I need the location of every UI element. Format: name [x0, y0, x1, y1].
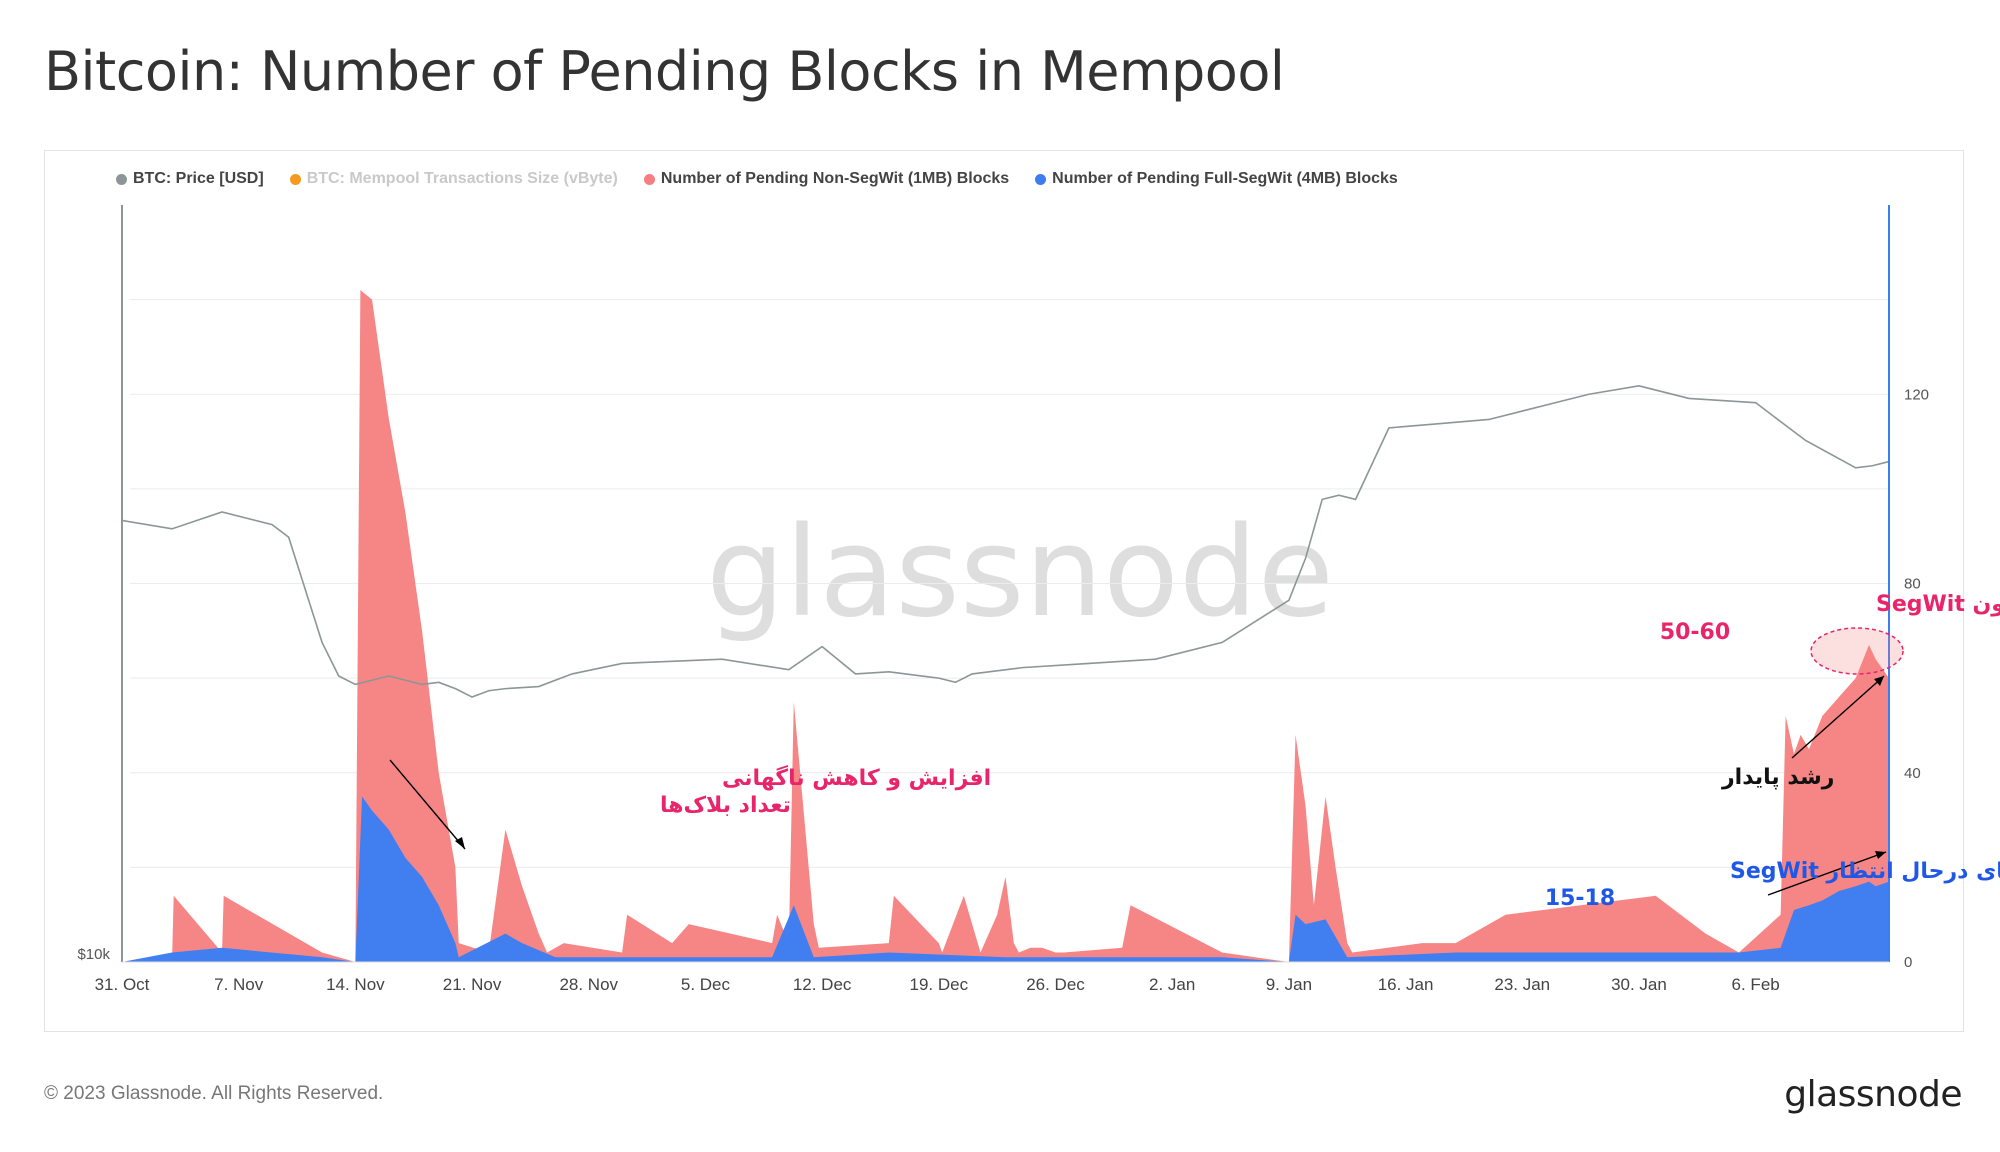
- x-tick-label: 21. Nov: [443, 975, 502, 994]
- axes: [121, 205, 1890, 963]
- legend-item-mempool-size[interactable]: BTC: Mempool Transactions Size (vByte): [289, 170, 618, 188]
- chart-legend: BTC: Price [USD] BTC: Mempool Transactio…: [116, 168, 1398, 190]
- tick-labels: 31. Oct 7. Nov 14. Nov 21. Nov 28. Nov 5. Dec…: [77, 386, 1929, 994]
- y-tick-label: 120: [1904, 386, 1929, 403]
- legend-dot-icon: [1035, 173, 1047, 185]
- annotation-steady: رشد پایدار: [1721, 765, 1834, 790]
- legend-label: Number of Pending Non-SegWit (1MB) Block…: [660, 170, 1010, 187]
- x-tick-label: 28. Nov: [559, 975, 618, 994]
- x-tick-label: 6. Feb: [1732, 975, 1780, 994]
- x-tick-label: 26. Dec: [1026, 975, 1085, 994]
- watermark: glassnode: [706, 501, 1334, 645]
- legend-label: BTC: Mempool Transactions Size (vByte): [306, 170, 618, 187]
- legend-dot-icon: [289, 173, 301, 185]
- arrowhead-icon: [455, 837, 465, 849]
- btc-price-line: [121, 385, 1890, 698]
- arrowhead-icon: [1875, 851, 1886, 859]
- x-tick-label: 23. Jan: [1494, 975, 1550, 994]
- arrowhead-icon: [1874, 676, 1884, 686]
- page-title: Bitcoin: Number of Pending Blocks in Mem…: [44, 40, 1285, 103]
- x-tick-label: 16. Jan: [1378, 975, 1434, 994]
- legend-label: BTC: Price [USD]: [133, 170, 264, 187]
- y-tick-label: 0: [1904, 954, 1912, 971]
- chart-frame: [44, 150, 1964, 1032]
- legend-dot-icon: [643, 173, 655, 185]
- footer-copyright: © 2023 Glassnode. All Rights Reserved.: [44, 1083, 384, 1104]
- spike-arrow: [389, 759, 466, 850]
- annotations: افزایش و کاهش ناگهانی تعداد بلاک‌ها رشد …: [389, 592, 2000, 911]
- segwit-arrow: [1767, 851, 1887, 896]
- legend-dot-icon: [116, 173, 127, 185]
- x-tick-label: 9. Jan: [1266, 975, 1312, 994]
- annotation-nonsegwit-line2: 50-60: [1660, 620, 1730, 645]
- y-left-tick-label: $10k: [77, 946, 110, 963]
- x-tick-label: 31. Oct: [95, 975, 150, 994]
- annotation-spike-line1: افزایش و کاهش ناگهانی: [722, 764, 991, 791]
- x-tick-label: 30. Jan: [1611, 975, 1667, 994]
- annotation-segwit-line1: بلاک‌های درحال انتظار SegWit: [1730, 859, 2000, 884]
- x-tick-label: 2. Jan: [1149, 975, 1195, 994]
- x-tick-label: 14. Nov: [326, 975, 385, 994]
- x-tick-label: 19. Dec: [910, 975, 969, 994]
- legend-item-non-segwit-blocks[interactable]: Number of Pending Non-SegWit (1MB) Block…: [643, 170, 1010, 188]
- glassnode-logo[interactable]: glassnode: [1784, 1074, 1962, 1115]
- legend-item-btc-price[interactable]: BTC: Price [USD]: [116, 170, 264, 188]
- legend-item-full-segwit-blocks[interactable]: Number of Pending Full-SegWit (4MB) Bloc…: [1035, 170, 1398, 188]
- area-series: [121, 290, 1890, 963]
- annotation-nonsegwit-line1: بلاک‌های در حال انتظار بدون SegWit: [1876, 592, 2000, 617]
- steady-arrow: [1791, 675, 1885, 759]
- annotation-spike-line2: تعداد بلاک‌ها: [660, 793, 791, 818]
- annotation-segwit-line2: 15-18: [1545, 886, 1615, 911]
- legend-label: Number of Pending Full-SegWit (4MB) Bloc…: [1052, 170, 1398, 187]
- y-tick-label: 40: [1904, 765, 1921, 782]
- x-tick-label: 12. Dec: [793, 975, 852, 994]
- x-tick-label: 5. Dec: [681, 975, 731, 994]
- highlight-ellipse: [1810, 627, 1904, 675]
- x-tick-label: 7. Nov: [214, 975, 264, 994]
- y-tick-label: 80: [1904, 576, 1921, 593]
